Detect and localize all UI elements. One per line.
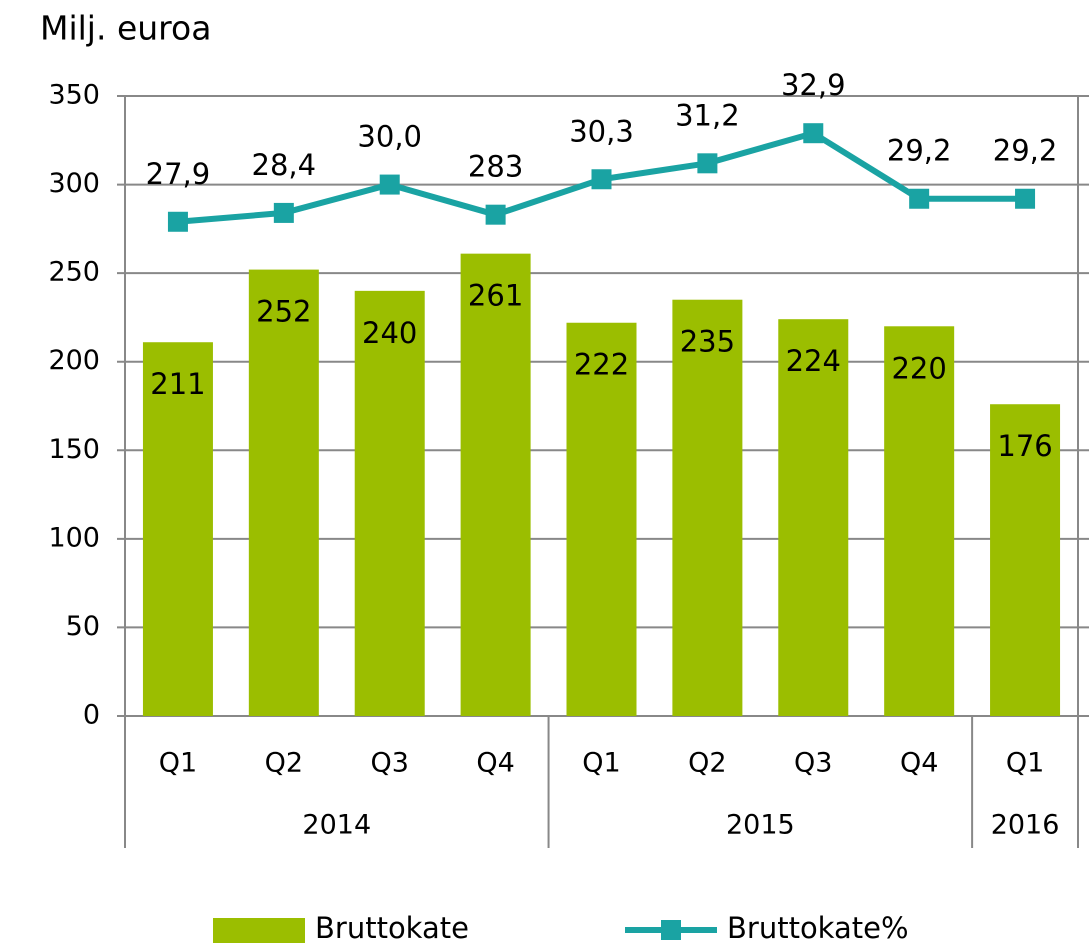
x-tick-label: Q3 bbox=[371, 748, 409, 779]
data-label: 30,0 bbox=[357, 120, 422, 154]
legend-swatch bbox=[213, 918, 305, 943]
x-tick-label: Q1 bbox=[1006, 748, 1044, 779]
bar bbox=[248, 269, 319, 716]
x-tick-label: Q3 bbox=[794, 748, 832, 779]
x-tick-label: Q2 bbox=[688, 748, 726, 779]
line-marker bbox=[803, 123, 824, 144]
line-marker bbox=[591, 169, 612, 190]
line-marker bbox=[379, 174, 400, 195]
data-label: 32,9 bbox=[781, 68, 846, 102]
y-tick-label: 150 bbox=[48, 434, 100, 465]
data-label: 222 bbox=[574, 348, 629, 382]
x-tick-label: Q2 bbox=[265, 748, 303, 779]
data-label: 252 bbox=[256, 295, 311, 329]
data-label: 220 bbox=[891, 351, 946, 385]
data-label: 176 bbox=[997, 429, 1052, 463]
line-marker bbox=[1015, 188, 1036, 209]
bar bbox=[566, 322, 637, 716]
group-label: 2014 bbox=[302, 810, 371, 841]
x-tick-label: Q4 bbox=[900, 748, 938, 779]
data-label: 211 bbox=[150, 367, 205, 401]
data-label: 29,2 bbox=[993, 134, 1058, 168]
data-label: 240 bbox=[362, 316, 417, 350]
y-tick-label: 200 bbox=[48, 345, 100, 376]
data-label: 31,2 bbox=[675, 98, 740, 132]
data-label: 27,9 bbox=[146, 157, 211, 191]
y-axis-title: Milj. euroa bbox=[40, 9, 211, 48]
data-label: 261 bbox=[468, 279, 523, 313]
line-marker bbox=[167, 211, 188, 232]
data-label: 235 bbox=[680, 325, 735, 359]
group-label: 2016 bbox=[991, 810, 1060, 841]
legend-marker bbox=[661, 920, 681, 940]
y-tick-label: 50 bbox=[66, 611, 100, 642]
line-marker bbox=[697, 153, 718, 174]
y-tick-label: 0 bbox=[83, 700, 100, 731]
x-tick-label: Q4 bbox=[476, 748, 514, 779]
data-label: 224 bbox=[786, 344, 841, 378]
bar bbox=[884, 326, 955, 716]
line-marker bbox=[273, 202, 294, 223]
bar bbox=[778, 319, 849, 716]
legend-label: Bruttokate bbox=[315, 911, 469, 945]
bar bbox=[142, 342, 213, 716]
group-label: 2015 bbox=[726, 810, 795, 841]
bar bbox=[672, 299, 743, 716]
x-tick-label: Q1 bbox=[582, 748, 620, 779]
bar bbox=[990, 404, 1061, 716]
y-tick-label: 250 bbox=[48, 257, 100, 288]
y-tick-label: 300 bbox=[48, 168, 100, 199]
legend-label: Bruttokate% bbox=[727, 911, 909, 945]
data-label: 29,2 bbox=[887, 134, 952, 168]
line-marker bbox=[485, 204, 506, 225]
bar bbox=[460, 253, 531, 716]
x-tick-label: Q1 bbox=[159, 748, 197, 779]
data-label: 30,3 bbox=[569, 114, 634, 148]
data-label: 283 bbox=[468, 150, 523, 184]
bar bbox=[354, 290, 425, 716]
data-label: 28,4 bbox=[252, 148, 317, 182]
y-tick-label: 100 bbox=[48, 522, 100, 553]
y-tick-label: 350 bbox=[48, 80, 100, 111]
line-marker bbox=[909, 188, 930, 209]
